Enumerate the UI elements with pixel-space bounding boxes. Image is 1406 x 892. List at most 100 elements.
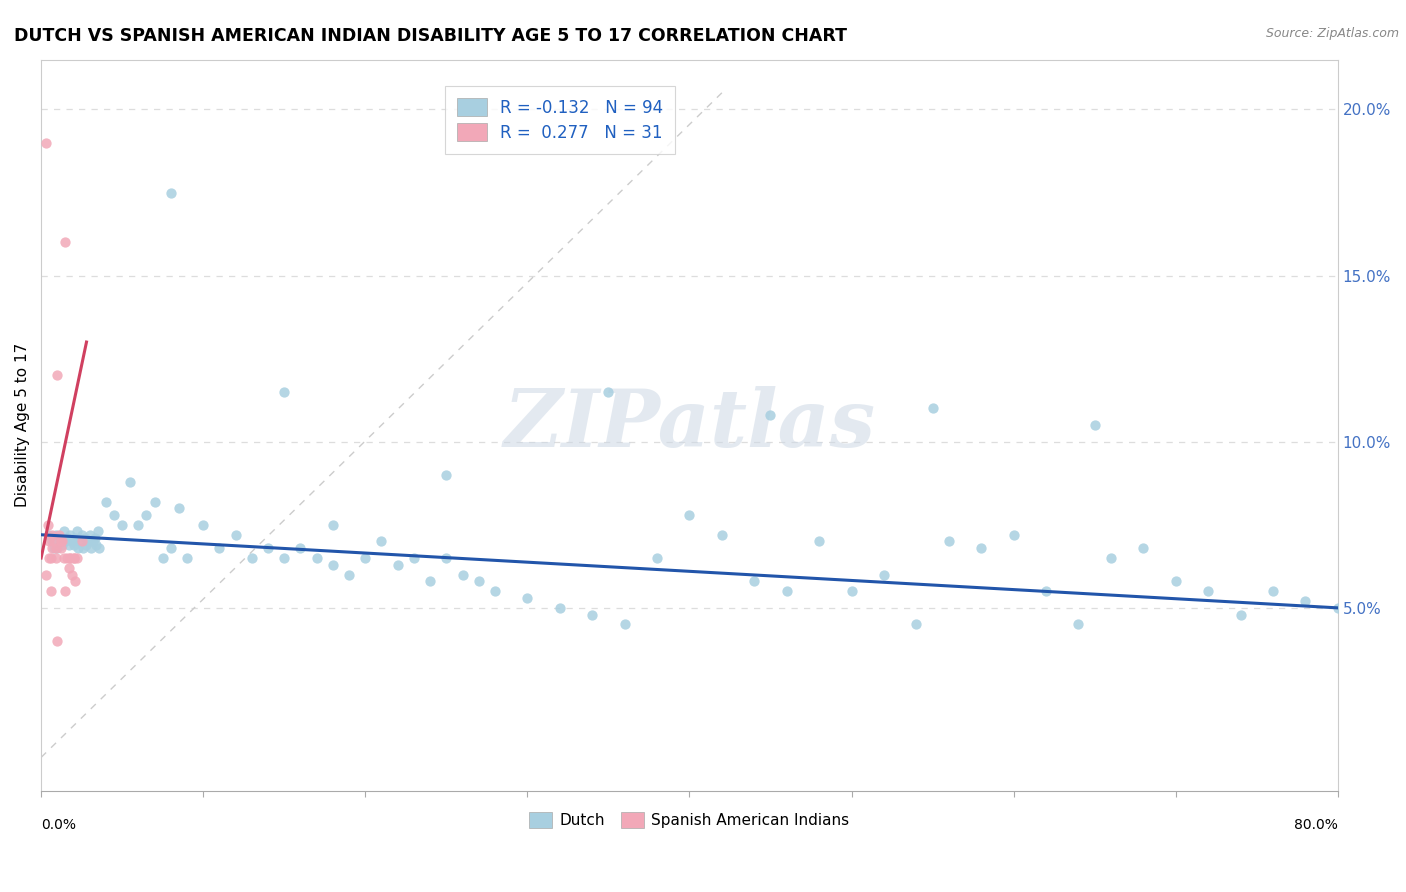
Point [337,567,360,582]
Point [1132,541,1154,555]
Point [35,136,58,150]
Point [710,528,733,542]
Point [59,528,82,542]
Point [39,551,62,566]
Point [434,467,457,482]
Point [41,534,63,549]
Point [159,186,181,200]
Point [55,235,77,250]
Point [51,538,73,552]
Point [62,551,84,566]
Point [938,534,960,549]
Point [41,528,63,542]
Point [46,634,69,648]
Point [38,534,60,549]
Legend: Dutch, Spanish American Indians: Dutch, Spanish American Indians [523,806,856,834]
Point [1164,574,1187,589]
Point [1067,617,1090,632]
Point [89,541,111,555]
Point [1197,584,1219,599]
Point [52,551,75,566]
Text: 0.0%: 0.0% [41,818,76,832]
Point [58,561,80,575]
Point [58,538,80,552]
Point [273,551,295,566]
Point [290,541,312,555]
Point [38,551,60,566]
Point [387,558,409,572]
Point [135,508,157,522]
Point [1326,600,1348,615]
Text: ZIPatlas: ZIPatlas [503,386,876,464]
Point [49,541,72,555]
Point [808,534,831,549]
Point [484,584,506,599]
Text: 80.0%: 80.0% [1294,818,1337,832]
Point [66,524,89,539]
Point [46,541,69,555]
Point [49,531,72,545]
Point [45,528,67,542]
Point [841,584,863,599]
Point [62,551,84,566]
Point [48,528,70,542]
Text: DUTCH VS SPANISH AMERICAN INDIAN DISABILITY AGE 5 TO 17 CORRELATION CHART: DUTCH VS SPANISH AMERICAN INDIAN DISABIL… [14,27,846,45]
Point [42,534,65,549]
Point [127,517,149,532]
Point [776,584,799,599]
Point [1002,528,1025,542]
Point [73,531,96,545]
Point [120,475,142,489]
Point [434,551,457,566]
Point [1294,594,1316,608]
Point [240,551,263,566]
Point [45,551,67,566]
Point [273,384,295,399]
Point [41,541,63,555]
Point [84,538,107,552]
Point [83,531,105,545]
Point [111,517,134,532]
Point [581,607,603,622]
Point [516,591,538,605]
Point [76,538,98,552]
Point [62,538,84,552]
Point [67,541,90,555]
Text: Source: ZipAtlas.com: Source: ZipAtlas.com [1265,27,1399,40]
Point [759,408,782,422]
Point [87,524,110,539]
Point [742,574,765,589]
Point [55,584,77,599]
Point [66,551,89,566]
Point [39,584,62,599]
Point [970,541,993,555]
Point [678,508,700,522]
Point [72,541,94,555]
Point [56,531,79,545]
Point [598,384,620,399]
Point [322,517,344,532]
Point [1084,418,1107,433]
Point [63,531,86,545]
Point [59,551,82,566]
Point [70,534,93,549]
Point [60,534,83,549]
Point [613,617,636,632]
Point [52,524,75,539]
Point [548,600,571,615]
Point [1099,551,1122,566]
Point [1261,584,1284,599]
Point [55,534,77,549]
Point [1229,607,1251,622]
Y-axis label: Disability Age 5 to 17: Disability Age 5 to 17 [15,343,30,508]
Point [305,551,328,566]
Point [51,534,73,549]
Point [94,494,117,508]
Point [354,551,377,566]
Point [1035,584,1057,599]
Point [921,401,943,416]
Point [176,551,198,566]
Point [419,574,441,589]
Point [208,541,231,555]
Point [77,534,100,549]
